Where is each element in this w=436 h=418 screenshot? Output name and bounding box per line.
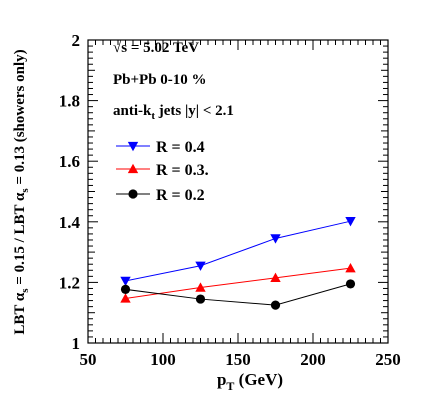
- series-markers: [120, 217, 356, 310]
- annotation-text-part: jets |y| < 2.1: [155, 103, 234, 119]
- y-axis-label-part: α: [12, 292, 28, 301]
- data-point-triangle-up: [345, 262, 356, 273]
- x-tick-label: 250: [375, 350, 401, 369]
- y-axis-label: LBT αs = 0.15 / LBT αs = 0.13 (showers o…: [12, 49, 31, 334]
- data-point-circle: [128, 189, 138, 199]
- x-tick-label: 50: [80, 350, 97, 369]
- axis-ticks: [87, 39, 389, 344]
- series-line-0: [125, 220, 351, 282]
- y-axis-label-part: s: [19, 188, 31, 193]
- y-axis-label-part: = 0.15 / LBT: [12, 201, 28, 288]
- y-tick-label: 1.2: [59, 273, 80, 292]
- x-axis-label-unit: (GeV): [234, 370, 283, 389]
- annotation-text: anti-kt jets |y| < 2.1: [113, 103, 234, 122]
- annotation-text: Pb+Pb 0-10 %: [113, 72, 207, 88]
- data-point-circle: [345, 279, 356, 289]
- y-tick-label: 1.8: [59, 92, 80, 111]
- annotation-text-part: t: [151, 110, 155, 122]
- annotation-text-part: anti-k: [113, 103, 152, 119]
- data-point-triangle-down: [270, 234, 281, 244]
- annotation-text-part: √s = 5.02 TeV: [113, 40, 199, 56]
- y-axis-label-part: α: [12, 192, 28, 201]
- data-point-triangle-up: [195, 282, 206, 292]
- data-point-triangle-down: [127, 141, 139, 152]
- series-lines: [125, 220, 351, 306]
- data-point-circle: [270, 300, 281, 310]
- data-point-triangle-down: [195, 261, 206, 271]
- x-axis-label: pT (GeV): [217, 370, 283, 393]
- tick-labels: 50 100 150 200 250 1 1.2 1.4 1.6 1.8 2: [59, 31, 401, 369]
- x-tick-label: 150: [225, 350, 251, 369]
- y-tick-label: 1.4: [59, 213, 81, 232]
- legend-label: R = 0.4: [156, 139, 205, 156]
- annotations: √s = 5.02 TeV Pb+Pb 0-10 % anti-kt jets |y…: [113, 40, 234, 122]
- y-axis-label-part: s: [19, 288, 31, 293]
- x-tick-label: 200: [300, 350, 326, 369]
- data-point-triangle-down: [345, 217, 356, 227]
- y-tick-label: 1.6: [59, 152, 80, 171]
- annotation-text-part: Pb+Pb 0-10 %: [113, 72, 207, 88]
- annotation-text: √s = 5.02 TeV: [113, 40, 199, 56]
- series-line-2: [125, 283, 351, 306]
- legend: R = 0.4 R = 0.3. R = 0.2: [116, 139, 209, 204]
- data-point-triangle-up: [127, 163, 139, 174]
- series-line-1: [125, 267, 351, 299]
- legend-label: R = 0.3.: [156, 162, 209, 179]
- data-point-circle: [120, 284, 131, 294]
- legend-label: R = 0.2: [156, 187, 205, 204]
- x-tick-label: 100: [150, 350, 176, 369]
- y-axis-label-part: = 0.13 (showers only): [12, 49, 28, 188]
- data-point-triangle-down: [120, 276, 131, 287]
- x-axis-label-main: p: [217, 370, 226, 389]
- x-axis-label-sub: T: [226, 379, 234, 393]
- y-axis-label-part: LBT: [12, 301, 28, 335]
- y-tick-label: 2: [72, 31, 81, 50]
- data-point-triangle-up: [270, 272, 281, 283]
- y-tick-label: 1: [72, 334, 81, 353]
- data-point-triangle-up: [120, 293, 131, 303]
- data-point-circle: [195, 294, 206, 304]
- axis-labels: pT (GeV)LBT αs = 0.15 / LBT αs = 0.13 (s…: [12, 49, 283, 393]
